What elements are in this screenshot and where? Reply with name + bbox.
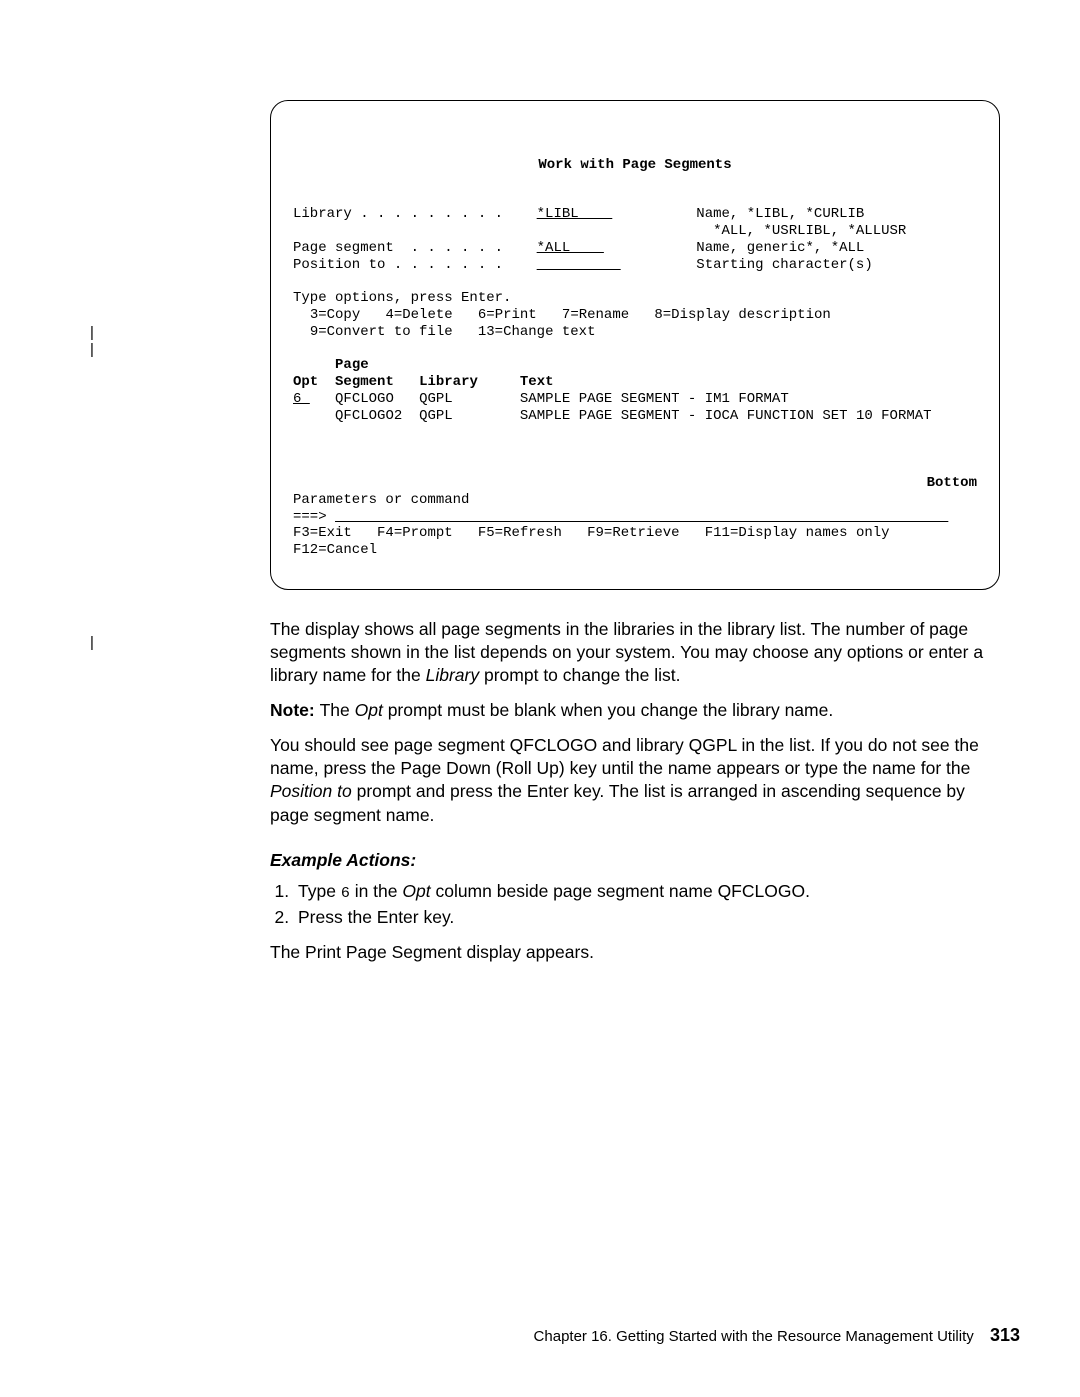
cell-text: SAMPLE PAGE SEGMENT - IM1 FORMAT: [520, 391, 789, 407]
fkey[interactable]: F12=Cancel: [293, 542, 377, 558]
example-heading: Example Actions:: [270, 849, 1000, 872]
note: Note: The Opt prompt must be blank when …: [270, 699, 1000, 722]
option-item: 7=Rename: [562, 307, 629, 323]
page: | | | Work with Page Segments Library . …: [0, 0, 1080, 1397]
field-row: Library . . . . . . . . . *LIBL Name, *L…: [293, 206, 864, 222]
paragraph: The display shows all page segments in t…: [270, 618, 1000, 687]
option-item: 3=Copy: [310, 307, 360, 323]
command-prompt: ===>: [293, 509, 327, 525]
field-hint: *ALL, *USRLIBL, *ALLUSR: [293, 223, 906, 239]
bottom-indicator: Bottom: [927, 475, 977, 492]
library-input[interactable]: *LIBL: [537, 206, 613, 222]
fkey[interactable]: F9=Retrieve: [587, 525, 679, 541]
paragraph: The Print Page Segment display appears.: [270, 941, 1000, 964]
actions-list: Type 6 in the Opt column beside page seg…: [294, 880, 1000, 929]
params-label: Parameters or command: [293, 492, 469, 508]
option-item: 8=Display description: [654, 307, 830, 323]
field-row: Position to . . . . . . . Starting chara…: [293, 257, 873, 273]
page-footer: Chapter 16. Getting Started with the Res…: [534, 1324, 1020, 1347]
fkey[interactable]: F11=Display names only: [705, 525, 890, 541]
col-header: Segment: [335, 374, 394, 390]
terminal-title: Work with Page Segments: [293, 157, 977, 174]
field-row: Page segment . . . . . . *ALL Name, gene…: [293, 240, 864, 256]
cell-text: SAMPLE PAGE SEGMENT - IOCA FUNCTION SET …: [520, 408, 932, 424]
cell-library: QGPL: [419, 391, 453, 407]
opt-input[interactable]: [293, 408, 310, 424]
action-item: Type 6 in the Opt column beside page seg…: [294, 880, 1000, 904]
paragraph: You should see page segment QFCLOGO and …: [270, 734, 1000, 826]
change-bar: |: [90, 633, 94, 653]
option-item: 6=Print: [478, 307, 537, 323]
action-item: Press the Enter key.: [294, 906, 1000, 929]
type-options: Type options, press Enter.: [293, 290, 511, 306]
positionto-input[interactable]: [537, 257, 621, 273]
body-text: The display shows all page segments in t…: [270, 618, 1000, 964]
change-bar: |: [90, 340, 94, 360]
col-header: Library: [419, 374, 478, 390]
opt-input[interactable]: 6: [293, 391, 310, 407]
pageseg-input[interactable]: *ALL: [537, 240, 604, 256]
option-item: 4=Delete: [385, 307, 452, 323]
option-item: 13=Change text: [478, 324, 596, 340]
cell-segment: QFCLOGO: [335, 391, 394, 407]
content-column: Work with Page Segments Library . . . . …: [270, 100, 1000, 976]
option-item: 9=Convert to file: [310, 324, 453, 340]
cell-segment: QFCLOGO2: [335, 408, 402, 424]
col-header: Opt: [293, 374, 318, 390]
fkey[interactable]: F5=Refresh: [478, 525, 562, 541]
cell-library: QGPL: [419, 408, 453, 424]
col-header: Text: [520, 374, 554, 390]
col-header: Page: [335, 357, 369, 373]
page-number: 313: [990, 1325, 1020, 1345]
fkey[interactable]: F3=Exit: [293, 525, 352, 541]
terminal-screen: Work with Page Segments Library . . . . …: [270, 100, 1000, 590]
command-input[interactable]: [335, 509, 948, 525]
fkey[interactable]: F4=Prompt: [377, 525, 453, 541]
footer-chapter: Chapter 16. Getting Started with the Res…: [534, 1328, 974, 1345]
